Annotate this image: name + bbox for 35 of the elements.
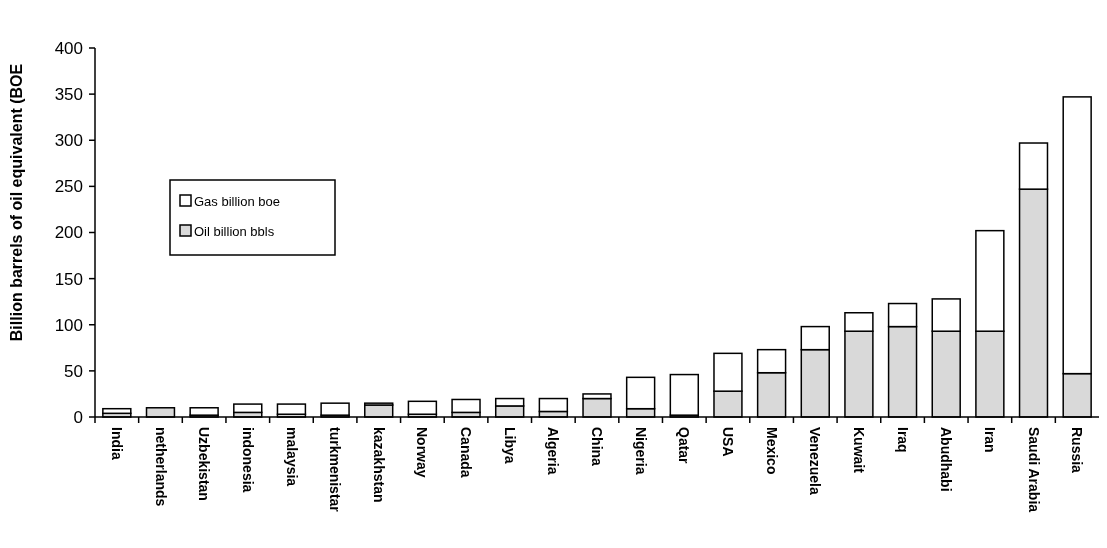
x-tick-label: Russia xyxy=(1069,427,1086,474)
x-tick-label: China xyxy=(589,427,606,467)
y-tick-label: 50 xyxy=(64,361,83,381)
y-tick-label: 200 xyxy=(54,223,83,243)
x-tick-label: India xyxy=(108,427,125,460)
x-tick-label: Uzbekistan xyxy=(196,427,213,501)
x-tick-label: Qatar xyxy=(676,427,693,465)
x-tick-label: Mexico xyxy=(763,427,780,475)
x-tick-label: Saudi Arabia xyxy=(1025,427,1042,513)
x-tick-label: indonesia xyxy=(239,427,256,493)
y-tick-label: 250 xyxy=(54,177,83,197)
x-tick-label: Abudhabi xyxy=(938,427,955,492)
y-tick-label: 150 xyxy=(54,269,83,289)
x-tick-label: Kuwait xyxy=(851,427,868,474)
y-axis-title: Billion barrels of oil equivalent (BOE xyxy=(8,63,25,342)
y-tick-label: 350 xyxy=(54,85,83,105)
x-tick-label: Libya xyxy=(501,427,518,464)
x-tick-label: malaysia xyxy=(283,427,300,487)
x-tick-label: Norway xyxy=(414,427,431,478)
x-tick-label: kazakhstan xyxy=(370,427,387,503)
y-tick-label: 300 xyxy=(54,131,83,151)
x-tick-label: netherlands xyxy=(152,427,169,507)
x-tick-label: Algeria xyxy=(545,427,562,475)
y-tick-label: 0 xyxy=(73,407,83,427)
legend-label: Gas billion boe xyxy=(194,193,280,209)
x-tick-label: Iran xyxy=(981,427,998,453)
x-tick-label: turkmenistar xyxy=(327,427,344,513)
x-tick-label: Nigeria xyxy=(632,427,649,475)
x-tick-label: Canada xyxy=(458,427,475,478)
y-tick-label: 100 xyxy=(54,315,83,335)
y-tick-label: 400 xyxy=(54,38,83,58)
legend-label: Oil billion bbls xyxy=(194,223,275,239)
x-tick-label: Venezuela xyxy=(807,427,824,495)
x-tick-label: Iraq xyxy=(894,427,911,453)
x-tick-label: USA xyxy=(720,427,737,457)
